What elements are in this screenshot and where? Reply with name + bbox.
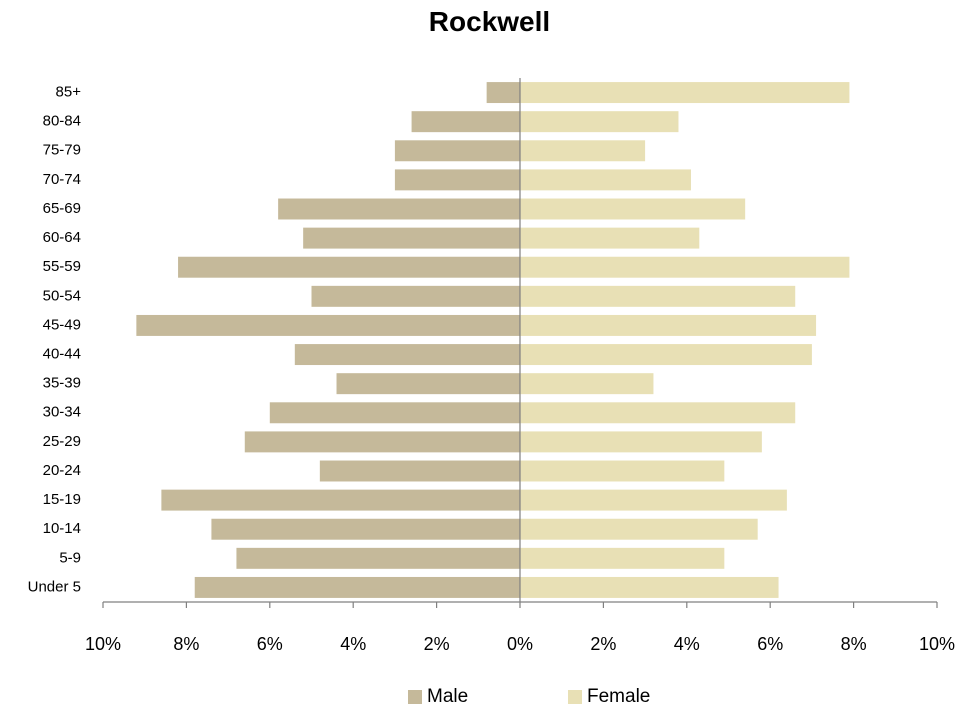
legend-swatch-female [568, 690, 582, 704]
bar-female-10-14 [520, 518, 758, 540]
category-label: 5-9 [59, 549, 81, 566]
bar-male-70-74 [394, 169, 520, 191]
category-label: 25-29 [43, 433, 81, 450]
bar-male-80-84 [411, 111, 520, 133]
category-label: 80-84 [43, 113, 81, 130]
bar-male-35-39 [336, 373, 520, 395]
bar-male-5-9 [236, 547, 520, 569]
bar-male-15-19 [161, 489, 520, 511]
bar-male-50-54 [311, 285, 520, 307]
category-label: 40-44 [43, 346, 81, 363]
x-tick-label: 2% [424, 634, 450, 654]
bar-male-25-29 [244, 431, 520, 453]
category-label: 10-14 [43, 520, 81, 537]
bar-male-60-64 [303, 227, 520, 249]
bar-female-15-19 [520, 489, 787, 511]
x-tick-label: 10% [919, 634, 955, 654]
bar-female-40-44 [520, 344, 812, 366]
axis-layer [102, 78, 938, 608]
bar-female-35-39 [520, 373, 654, 395]
labels-layer: Under 5 5-9 10-14 15-19 20-24 25-29 30-34 35-39… [28, 84, 955, 654]
x-tick-label: 4% [674, 634, 700, 654]
legend-swatch-male [408, 690, 422, 704]
category-label: 60-64 [43, 229, 81, 246]
bar-female-85plus [520, 82, 850, 104]
category-label: 30-34 [43, 404, 81, 421]
bar-female-20-24 [520, 460, 725, 482]
bars-layer [136, 82, 850, 598]
x-tick-label: 6% [757, 634, 783, 654]
bar-female-30-34 [520, 402, 796, 424]
bar-male-40-44 [294, 344, 520, 366]
x-tick-label: 0% [507, 634, 533, 654]
category-label: 50-54 [43, 287, 81, 304]
chart-title: Rockwell [428, 6, 551, 37]
bar-male-30-34 [269, 402, 520, 424]
x-tick-label: 8% [173, 634, 199, 654]
bar-male-65-69 [278, 198, 520, 220]
x-tick-label: 4% [340, 634, 366, 654]
category-label: 65-69 [43, 200, 81, 217]
bar-female-25-29 [520, 431, 762, 453]
bar-female-5-9 [520, 547, 725, 569]
bar-female-under-5 [520, 576, 779, 598]
category-label: 35-39 [43, 375, 81, 392]
category-label: 55-59 [43, 258, 81, 275]
bar-female-60-64 [520, 227, 700, 249]
category-label: Under 5 [28, 578, 81, 595]
bar-female-50-54 [520, 285, 796, 307]
bar-male-85plus [486, 82, 520, 104]
category-label: 15-19 [43, 491, 81, 508]
x-tick-label: 10% [85, 634, 121, 654]
bar-male-75-79 [394, 140, 520, 162]
bar-male-45-49 [136, 314, 521, 336]
legend-item-female: Female [568, 686, 650, 708]
legend: Male Female [0, 686, 979, 712]
x-tick-label: 6% [257, 634, 283, 654]
bar-male-under-5 [194, 576, 521, 598]
legend-item-male: Male [408, 686, 468, 708]
bar-female-70-74 [520, 169, 691, 191]
x-tick-label: 8% [841, 634, 867, 654]
x-tick-label: 2% [590, 634, 616, 654]
bar-male-10-14 [211, 518, 521, 540]
bar-male-20-24 [319, 460, 520, 482]
category-label: 75-79 [43, 142, 81, 159]
legend-label-male: Male [427, 686, 469, 707]
bar-female-55-59 [520, 256, 850, 278]
bar-female-45-49 [520, 314, 817, 336]
category-label: 20-24 [43, 462, 81, 479]
category-label: 45-49 [43, 316, 81, 333]
category-label: 70-74 [43, 171, 81, 188]
bar-female-65-69 [520, 198, 746, 220]
bar-female-80-84 [520, 111, 679, 133]
bar-male-55-59 [178, 256, 520, 278]
category-label: 85+ [56, 84, 82, 101]
bar-female-75-79 [520, 140, 646, 162]
legend-label-female: Female [587, 686, 651, 707]
